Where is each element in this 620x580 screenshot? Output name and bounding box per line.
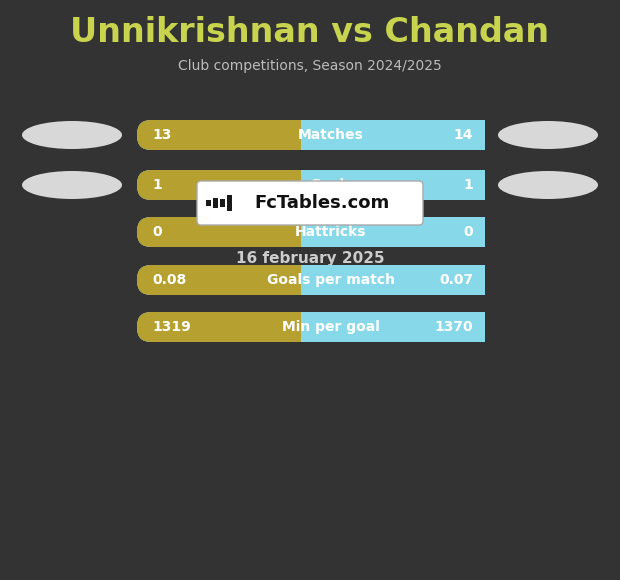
Text: 1370: 1370	[435, 320, 473, 334]
Text: Goals per match: Goals per match	[267, 273, 395, 287]
Bar	[220, 199, 225, 207]
FancyBboxPatch shape	[457, 120, 485, 150]
FancyBboxPatch shape	[457, 217, 485, 247]
FancyBboxPatch shape	[197, 181, 423, 225]
Text: 13: 13	[152, 128, 171, 142]
FancyBboxPatch shape	[137, 170, 485, 200]
Text: 0.08: 0.08	[152, 273, 186, 287]
Text: 16 february 2025: 16 february 2025	[236, 251, 384, 266]
FancyBboxPatch shape	[137, 120, 485, 150]
Text: 0: 0	[152, 225, 162, 239]
Ellipse shape	[498, 121, 598, 149]
Bar	[301, 265, 485, 295]
Text: Unnikrishnan vs Chandan: Unnikrishnan vs Chandan	[71, 16, 549, 49]
Ellipse shape	[22, 121, 122, 149]
Text: Hattricks: Hattricks	[295, 225, 367, 239]
Text: Matches: Matches	[298, 128, 364, 142]
FancyBboxPatch shape	[457, 170, 485, 200]
FancyBboxPatch shape	[137, 170, 485, 200]
FancyBboxPatch shape	[457, 312, 485, 342]
Bar	[301, 120, 485, 150]
Ellipse shape	[498, 171, 598, 199]
Text: Goals: Goals	[309, 178, 353, 192]
FancyBboxPatch shape	[137, 265, 485, 295]
FancyBboxPatch shape	[137, 312, 485, 342]
FancyBboxPatch shape	[137, 217, 485, 247]
Bar	[301, 217, 485, 247]
Text: Min per goal: Min per goal	[282, 320, 380, 334]
Text: 1: 1	[463, 178, 473, 192]
FancyBboxPatch shape	[457, 265, 485, 295]
Text: FcTables.com: FcTables.com	[254, 194, 389, 212]
Ellipse shape	[22, 171, 122, 199]
Text: Club competitions, Season 2024/2025: Club competitions, Season 2024/2025	[178, 59, 442, 73]
Bar	[301, 170, 485, 200]
FancyBboxPatch shape	[137, 217, 485, 247]
FancyBboxPatch shape	[137, 312, 485, 342]
Bar	[213, 198, 218, 208]
Bar	[206, 200, 211, 206]
Text: 1: 1	[152, 178, 162, 192]
Bar	[227, 195, 232, 211]
FancyBboxPatch shape	[137, 120, 485, 150]
Bar	[301, 312, 485, 342]
Text: 1319: 1319	[152, 320, 191, 334]
Text: 14: 14	[453, 128, 473, 142]
Text: 0.07: 0.07	[439, 273, 473, 287]
FancyBboxPatch shape	[137, 265, 485, 295]
Text: 0: 0	[463, 225, 473, 239]
